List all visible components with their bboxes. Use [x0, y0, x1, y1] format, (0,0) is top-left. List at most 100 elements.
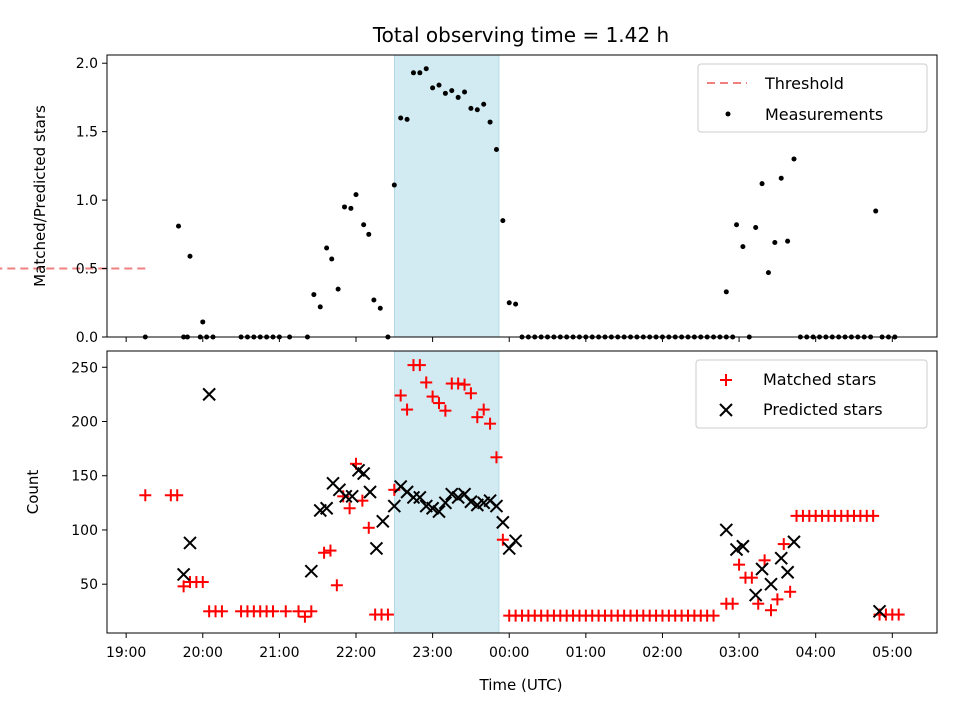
measurement-point [462, 89, 468, 95]
matched-star-point [439, 404, 452, 417]
matched-star-point [496, 533, 509, 546]
matched-star-point [401, 403, 414, 416]
measurement-point [348, 205, 354, 211]
x-tick-label: 01:00 [566, 645, 606, 661]
measurements-legend-label: Measurements [765, 105, 883, 124]
measurement-point [342, 204, 348, 210]
matched-stars-legend-label: Matched stars [763, 370, 876, 389]
measurement-point [317, 304, 323, 310]
matched-star-point [458, 378, 471, 391]
measurement-point [468, 105, 474, 111]
predicted-star-point [774, 551, 788, 565]
bottom-y-tick-label: 150 [71, 469, 98, 485]
measurement-point [481, 101, 487, 107]
bottom-y-tick-label: 200 [71, 415, 98, 431]
matched-star-point [394, 389, 407, 402]
matched-stars-legend-swatch [720, 374, 732, 386]
measurement-point [410, 70, 416, 76]
matched-star-point [726, 597, 739, 610]
measurement-point [734, 222, 740, 228]
measurement-point [324, 245, 330, 251]
bottom-legend-frame [695, 359, 928, 429]
x-tick-label: 03:00 [719, 645, 759, 661]
measurement-point [873, 208, 879, 214]
matched-star-point [413, 359, 426, 372]
x-tick-label: 02:00 [642, 645, 682, 661]
predicted-star-point [755, 562, 769, 576]
measurement-point [436, 82, 442, 88]
matched-star-point [279, 605, 292, 618]
measurement-point [449, 88, 455, 94]
top-y-tick-label: 2.0 [76, 56, 98, 72]
x-tick-label: 04:00 [796, 645, 836, 661]
measurement-point [391, 182, 397, 188]
predicted-star-point [319, 501, 334, 515]
matched-star-point [484, 417, 497, 430]
matched-star-point [381, 608, 394, 621]
matched-star-point [139, 489, 152, 502]
top-panel-frame [106, 54, 938, 338]
x-tick-label: 23:00 [412, 645, 452, 661]
measurement-point [759, 181, 765, 187]
measurement-point [353, 192, 359, 198]
measurement-point [506, 300, 512, 306]
predicted-star-point [729, 542, 744, 557]
matched-star-point [196, 576, 209, 589]
predicted-star-point [719, 523, 734, 537]
predicted-star-point [445, 487, 459, 501]
measurement-point [430, 85, 436, 91]
matched-star-point [477, 403, 490, 416]
measurement-point [772, 240, 778, 246]
x-tick-label: 05:00 [872, 645, 912, 661]
predicted-star-point [872, 604, 887, 619]
measurement-point [723, 289, 729, 295]
bottom-panel-x-ticks: 19:00 20:00 21:00 22:00 23:00 00:00 01:00 02:00… [106, 633, 912, 661]
matched-star-point [490, 451, 503, 464]
matched-star-point [305, 605, 318, 618]
x-axis-label: Time (UTC) [479, 676, 563, 694]
measurement-point [474, 107, 480, 113]
x-tick-label: 20:00 [183, 645, 223, 661]
predicted-star-point [764, 577, 778, 591]
predicted-star-point [464, 495, 478, 509]
predicted-star-point [489, 499, 504, 513]
x-tick-label: 00:00 [489, 645, 529, 661]
threshold-legend-label: Threshold [764, 74, 844, 93]
top-legend-frame [697, 63, 928, 133]
matched-star-point [771, 593, 784, 606]
matched-star-point [733, 558, 746, 571]
measurement-point [753, 224, 759, 230]
predicted-star-point [304, 564, 319, 578]
matched-star-point [707, 609, 720, 622]
bottom-panel-shaded-region [394, 350, 500, 634]
predicted-star-point [780, 565, 795, 579]
measurement-point [361, 222, 367, 228]
matched-star-point [356, 494, 369, 507]
predicted-star-point [748, 588, 763, 602]
top-y-tick-label: 0.5 [76, 262, 98, 278]
predicted-star-point [432, 504, 446, 519]
measurement-point [335, 286, 341, 292]
matched-star-point [330, 579, 343, 592]
matched-star-point [343, 502, 356, 515]
matched-star-point [177, 580, 190, 593]
measurement-point [500, 218, 506, 224]
matched-star-point [171, 489, 184, 502]
measurement-point [423, 66, 429, 72]
matched-star-point [758, 554, 771, 567]
predicted-star-point [363, 485, 377, 499]
measurement-point [487, 119, 493, 125]
top-panel-y-ticks: 0.0 0.5 1.0 1.5 2.0 [76, 56, 107, 346]
bottom-y-tick-label: 250 [71, 360, 98, 376]
measurement-point [513, 301, 519, 307]
measurement-point [785, 238, 791, 244]
top-y-tick-label: 1.0 [76, 193, 98, 209]
measurement-point [778, 175, 784, 181]
top-panel: 0.00.51.01.52.0 Matched/Predicted stars … [0, 54, 938, 346]
predicted-stars-legend-swatch [719, 403, 733, 417]
predicted-star-point [508, 534, 523, 548]
predicted-star-point [345, 489, 359, 504]
bottom-panel: 50 100 150 200 250 19:00 20:00 21:00 22:00 23:00… [24, 350, 938, 694]
measurement-point [765, 270, 771, 276]
